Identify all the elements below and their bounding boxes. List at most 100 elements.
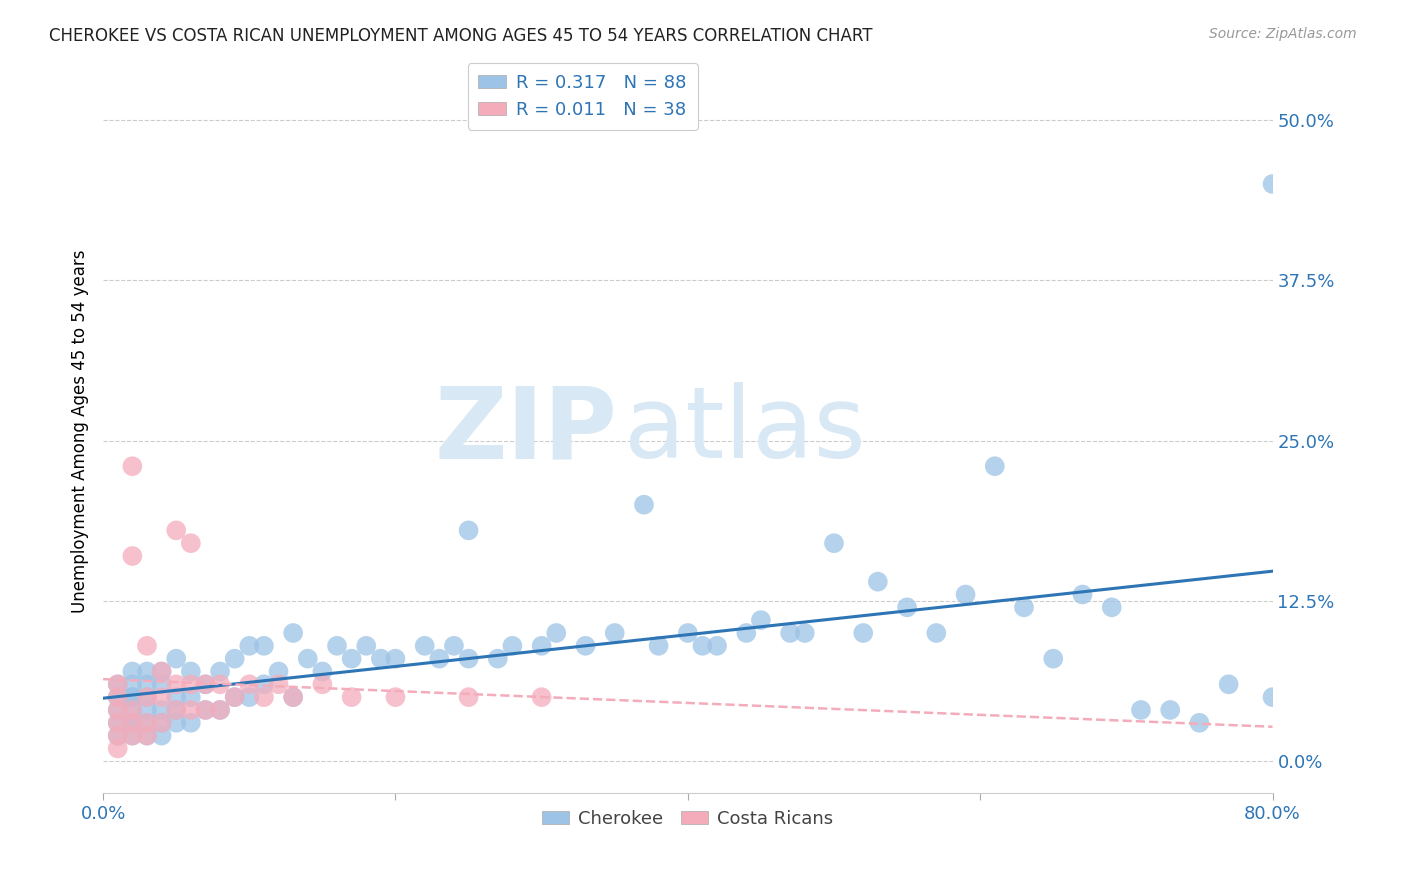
Point — [194, 703, 217, 717]
Point — [283, 626, 305, 640]
Point — [984, 459, 1007, 474]
Point — [370, 651, 392, 665]
Point — [267, 677, 290, 691]
Point — [546, 626, 568, 640]
Point — [238, 677, 260, 691]
Point — [676, 626, 699, 640]
Point — [121, 715, 143, 730]
Point — [136, 729, 159, 743]
Point — [150, 729, 173, 743]
Point — [955, 587, 977, 601]
Point — [224, 690, 246, 705]
Point — [107, 677, 129, 691]
Point — [180, 677, 202, 691]
Point — [925, 626, 948, 640]
Point — [136, 715, 159, 730]
Point — [165, 703, 187, 717]
Point — [107, 703, 129, 717]
Point — [165, 677, 187, 691]
Point — [107, 703, 129, 717]
Point — [1071, 587, 1094, 601]
Legend: Cherokee, Costa Ricans: Cherokee, Costa Ricans — [534, 803, 841, 835]
Point — [209, 677, 232, 691]
Point — [443, 639, 465, 653]
Point — [136, 639, 159, 653]
Point — [107, 690, 129, 705]
Point — [165, 524, 187, 538]
Point — [457, 524, 479, 538]
Point — [852, 626, 875, 640]
Text: ZIP: ZIP — [434, 383, 617, 479]
Point — [136, 665, 159, 679]
Point — [340, 690, 363, 705]
Point — [530, 690, 553, 705]
Point — [107, 729, 129, 743]
Point — [136, 690, 159, 705]
Point — [633, 498, 655, 512]
Point — [121, 729, 143, 743]
Point — [107, 741, 129, 756]
Point — [735, 626, 758, 640]
Point — [692, 639, 714, 653]
Point — [107, 677, 129, 691]
Point — [283, 690, 305, 705]
Point — [165, 703, 187, 717]
Point — [180, 715, 202, 730]
Point — [107, 715, 129, 730]
Point — [749, 613, 772, 627]
Point — [530, 639, 553, 653]
Point — [238, 690, 260, 705]
Point — [267, 665, 290, 679]
Point — [136, 715, 159, 730]
Point — [1129, 703, 1152, 717]
Point — [486, 651, 509, 665]
Point — [793, 626, 815, 640]
Point — [1218, 677, 1240, 691]
Point — [121, 459, 143, 474]
Point — [326, 639, 349, 653]
Point — [121, 690, 143, 705]
Point — [647, 639, 669, 653]
Point — [779, 626, 801, 640]
Point — [107, 715, 129, 730]
Point — [224, 690, 246, 705]
Point — [706, 639, 728, 653]
Point — [150, 677, 173, 691]
Point — [253, 677, 276, 691]
Point — [194, 703, 217, 717]
Point — [165, 690, 187, 705]
Y-axis label: Unemployment Among Ages 45 to 54 years: Unemployment Among Ages 45 to 54 years — [72, 249, 89, 613]
Point — [311, 677, 333, 691]
Point — [283, 690, 305, 705]
Point — [136, 690, 159, 705]
Point — [1101, 600, 1123, 615]
Point — [121, 690, 143, 705]
Point — [457, 651, 479, 665]
Point — [866, 574, 889, 589]
Point — [384, 651, 406, 665]
Point — [574, 639, 596, 653]
Point — [194, 677, 217, 691]
Point — [427, 651, 450, 665]
Point — [311, 665, 333, 679]
Point — [1042, 651, 1064, 665]
Point — [121, 703, 143, 717]
Point — [238, 639, 260, 653]
Point — [603, 626, 626, 640]
Point — [180, 665, 202, 679]
Point — [180, 690, 202, 705]
Point — [165, 651, 187, 665]
Point — [1159, 703, 1181, 717]
Point — [1188, 715, 1211, 730]
Point — [209, 703, 232, 717]
Point — [150, 665, 173, 679]
Point — [1261, 690, 1284, 705]
Point — [384, 690, 406, 705]
Point — [253, 639, 276, 653]
Point — [107, 690, 129, 705]
Point — [180, 703, 202, 717]
Point — [457, 690, 479, 705]
Point — [107, 729, 129, 743]
Point — [413, 639, 436, 653]
Point — [121, 703, 143, 717]
